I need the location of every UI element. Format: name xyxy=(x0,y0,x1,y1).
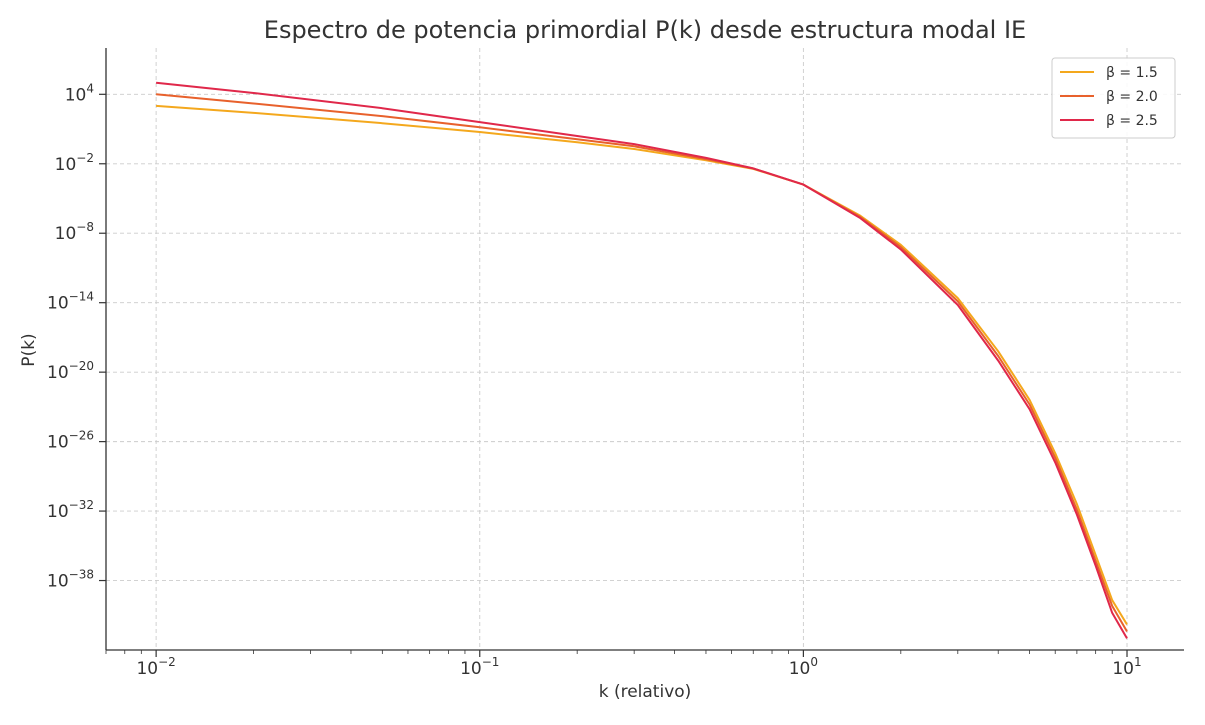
x-tick-label: 100 xyxy=(789,655,818,679)
series-line xyxy=(155,81,1128,639)
y-tick-label: 10−2 xyxy=(55,151,94,175)
x-tick-base: 10 xyxy=(136,659,158,679)
y-tick-base: 10 xyxy=(47,433,69,453)
x-tick-exponent: −1 xyxy=(482,655,500,669)
y-tick-label: 10−20 xyxy=(47,359,94,383)
axes xyxy=(105,48,1184,651)
y-tick-label: 10−32 xyxy=(47,498,94,522)
y-tick-exponent: −26 xyxy=(69,429,94,443)
x-tick-exponent: 1 xyxy=(1134,655,1142,669)
y-tick-base: 10 xyxy=(47,363,69,383)
ticks: 10−2 10−1 100 10110410−210−810−1410−2010−26… xyxy=(47,81,1142,679)
y-tick-base: 10 xyxy=(47,294,69,314)
x-tick-label: 10−1 xyxy=(460,655,499,679)
chart-title: Espectro de potencia primordial P(k) des… xyxy=(264,16,1026,44)
x-tick-label: 101 xyxy=(1112,655,1141,679)
grid xyxy=(106,48,1184,650)
y-tick-label: 104 xyxy=(65,81,94,105)
y-tick-label: 10−8 xyxy=(55,220,94,244)
y-tick-base: 10 xyxy=(55,224,77,244)
y-tick-label: 10−14 xyxy=(47,290,94,314)
y-tick-base: 10 xyxy=(55,155,77,175)
series-line xyxy=(156,93,1128,633)
legend-label: β = 2.5 xyxy=(1106,113,1158,129)
y-tick-exponent: −32 xyxy=(69,498,94,512)
x-tick-base: 10 xyxy=(789,659,811,679)
y-tick-base: 10 xyxy=(65,85,87,105)
x-tick-exponent: −2 xyxy=(158,655,176,669)
x-tick-label: 10−2 xyxy=(136,655,175,679)
x-axis-label: k (relativo) xyxy=(599,682,692,702)
series-line xyxy=(156,104,1128,626)
y-tick-exponent: −8 xyxy=(76,220,94,234)
y-tick-exponent: 4 xyxy=(86,81,94,95)
x-tick-exponent: 0 xyxy=(810,655,818,669)
x-tick-base: 10 xyxy=(460,659,482,679)
series-lines xyxy=(155,81,1128,639)
legend-label: β = 2.0 xyxy=(1106,89,1158,105)
y-tick-base: 10 xyxy=(47,502,69,522)
y-axis-label: P(k) xyxy=(19,333,39,366)
x-tick-base: 10 xyxy=(1112,659,1134,679)
y-tick-exponent: −38 xyxy=(69,568,94,582)
y-tick-base: 10 xyxy=(47,572,69,592)
legend-box xyxy=(1051,57,1176,139)
y-tick-exponent: −2 xyxy=(76,151,94,165)
y-tick-exponent: −14 xyxy=(69,290,94,304)
y-tick-exponent: −20 xyxy=(69,359,94,373)
legend: β = 1.5 β = 2.0 β = 2.5 xyxy=(1051,57,1176,139)
y-tick-label: 10−38 xyxy=(47,568,94,592)
y-tick-label: 10−26 xyxy=(47,429,94,453)
legend-label: β = 1.5 xyxy=(1106,65,1158,81)
